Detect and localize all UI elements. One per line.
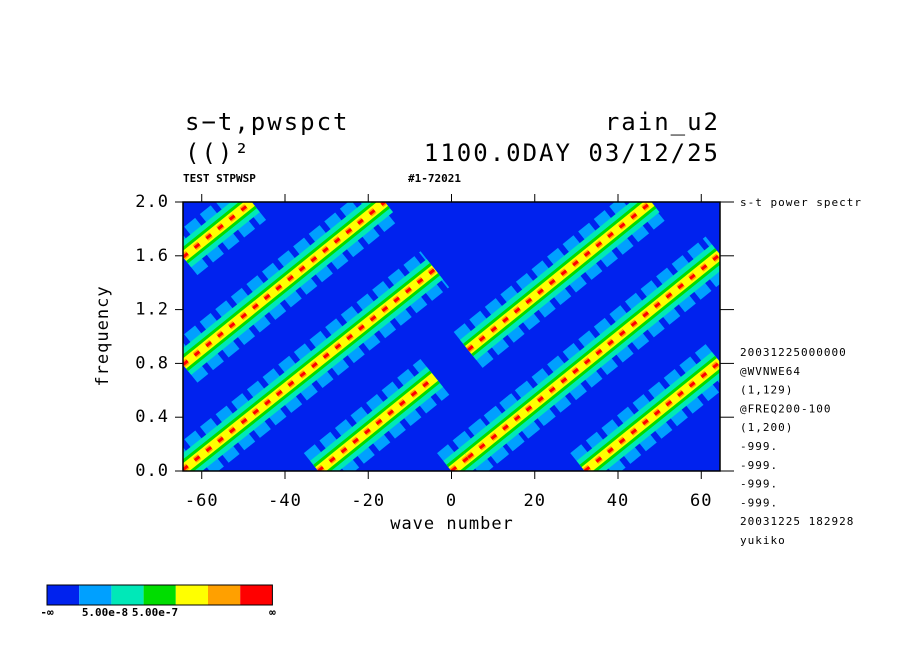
- title-time: 1100.0DAY 03/12/25: [424, 139, 720, 167]
- colorbar-cell: [111, 585, 144, 605]
- y-tick-label: 2.0: [135, 192, 169, 212]
- title-right: rain_u2: [605, 108, 720, 136]
- ridge: [183, 251, 450, 471]
- plot-area: [183, 202, 720, 471]
- note: (1,129): [740, 384, 793, 397]
- ridge-band: [317, 375, 436, 471]
- y-tick-label: 0.8: [135, 353, 169, 373]
- colorbar-label: 5.00e-8: [82, 606, 128, 619]
- ridge-band: [183, 202, 389, 369]
- x-tick-label: -20: [351, 491, 385, 511]
- note: -999.: [740, 440, 778, 453]
- x-tick-label: 0: [446, 491, 457, 511]
- colorbar-label: ∞: [269, 606, 276, 619]
- ridge: [453, 202, 666, 368]
- ridge-band: [450, 402, 536, 471]
- colorbar-label: 5.00e-7: [132, 606, 178, 619]
- colorbar-cell: [208, 585, 241, 605]
- colorbar-cell: [143, 585, 176, 605]
- note: -999.: [740, 496, 778, 509]
- colorbar-cell: [79, 585, 112, 605]
- y-tick-label: 1.6: [135, 246, 169, 266]
- ridge: [183, 202, 267, 276]
- ridge-band: [581, 358, 720, 471]
- x-tick-label: 40: [607, 491, 629, 511]
- ridge-band: [465, 250, 720, 462]
- note: @WVNWE64: [740, 365, 801, 378]
- ridge: [570, 344, 720, 471]
- note: @FREQ200-100: [740, 402, 831, 415]
- note: (1,200): [740, 421, 793, 434]
- y-tick-label: 1.2: [135, 300, 169, 320]
- note: 20031225000000: [740, 346, 847, 359]
- ridge: [453, 236, 720, 471]
- colorbar-label: -∞: [40, 606, 54, 619]
- note: -999.: [740, 459, 778, 472]
- x-tick-label: -40: [268, 491, 302, 511]
- ridge-band: [467, 202, 653, 352]
- x-axis-label: wave number: [390, 514, 514, 534]
- colorbar-cell: [47, 585, 80, 605]
- ridge-band: [183, 202, 255, 262]
- colorbar-cell: [175, 585, 208, 605]
- y-tick-label: 0.0: [135, 461, 169, 481]
- note: 20031225 182928: [740, 515, 854, 528]
- subtitle-right: #1-72021: [408, 172, 461, 185]
- note: yukiko: [740, 534, 786, 547]
- ridge: [303, 358, 450, 471]
- ridge-band: [183, 265, 438, 471]
- right-label: s-t power spectr: [740, 196, 862, 209]
- note: -999.: [740, 478, 778, 491]
- ridge: [183, 202, 400, 383]
- colorbar-cell: [240, 585, 273, 605]
- y-tick-label: 0.4: [135, 407, 169, 427]
- x-tick-label: 20: [524, 491, 546, 511]
- x-tick-label: -60: [185, 491, 219, 511]
- colorbar-frame: [46, 584, 273, 606]
- title-left: s−t,pwspct: [185, 108, 350, 136]
- subtitle-left: TEST STPWSP: [183, 172, 256, 185]
- y-axis-label: frequency: [93, 285, 113, 386]
- x-tick-label: 60: [690, 491, 712, 511]
- unit: (()²: [185, 139, 251, 167]
